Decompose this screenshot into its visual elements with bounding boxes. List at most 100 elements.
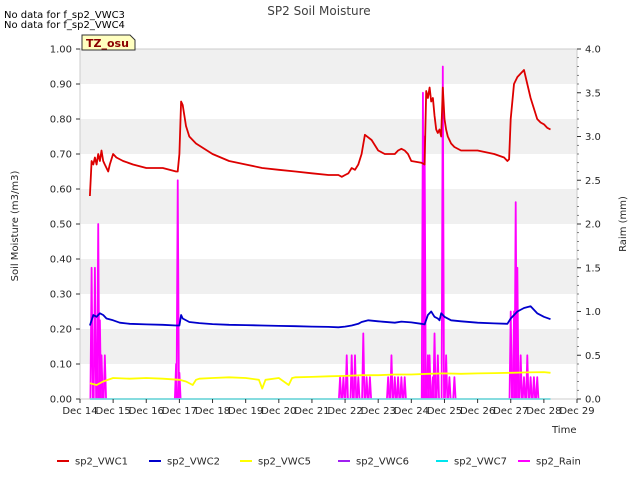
sp2-rain-spike [515,266,520,400]
y2-tick-label: 3.5 [585,88,601,99]
sp2-rain-spike [452,376,457,400]
y2-tick-label: 2.0 [585,220,601,231]
chart-title: SP2 Soil Moisture [267,4,370,18]
x-tick-label: Dec 21 [294,406,329,417]
sp2-rain-spike [402,376,407,400]
y2-axis-title: Raim (mm) [618,196,629,252]
y-tick-label: 0.70 [50,150,72,161]
x-tick-label: Dec 23 [361,406,396,417]
sp2-rain-spike [89,266,94,400]
y-tick-label: 0.60 [50,185,72,196]
sp2-vwc5-line [89,371,551,390]
sp2-rain-spike [367,376,373,400]
legend-label-sp2-vwc2: sp2_VWC2 [167,457,220,468]
sp2-rain-spike [341,376,346,400]
series-layer [89,65,551,400]
x-tick-label: Dec 26 [460,406,495,417]
grid-band [80,329,577,364]
sp2-rain-spike [518,354,523,400]
sp2-rain-spike [528,376,533,400]
sp2-rain-spike [344,354,349,400]
sp2-rain-spike [352,354,358,400]
sp2-rain-spike [177,371,182,400]
y2-tick-label: 1.5 [585,263,601,274]
y2-tick-label: 3.0 [585,132,601,143]
sp2-rain-spike [92,266,98,400]
grid-band [80,259,577,294]
y-tick-label: 0.10 [50,360,72,371]
x-tick-label: Dec 18 [195,406,230,417]
y2-tick-label: 4.0 [585,45,601,56]
x-tick-label: Dec 25 [427,406,462,417]
y2-tick-label: 1.0 [585,307,601,318]
right-axis: 0.0 0.5 1.0 1.5 2.0 2.5 3.0 3.5 4.0 [577,45,601,406]
x-tick-label: Dec 15 [96,406,131,417]
sp2-rain-spike [521,376,527,400]
y-axis-title: Soil Moisture (m3/m3) [10,171,21,282]
no-data-note-1: No data for f_sp2_VWC3 [4,10,125,21]
y-tick-label: 0.20 [50,325,72,336]
x-tick-label: Dec 24 [394,406,429,417]
grid-band [80,189,577,224]
sp2-rain-spike [444,354,449,400]
x-tick-label: Dec 17 [162,406,197,417]
sp2-rain-spike [389,354,394,400]
sp2-rain-spike [102,354,107,400]
sp2-rain-spike [427,354,432,400]
x-axis-title: Time [551,425,576,436]
sp2-vwc1-line [89,69,551,197]
legend-label-sp2-vwc5: sp2_VWC5 [258,457,311,468]
x-tick-label: Dec 20 [261,406,296,417]
background-bands [80,49,577,399]
sp2-rain-spike [395,376,401,400]
x-tick-label: Dec 28 [526,406,561,417]
grid-band [80,119,577,154]
sp2-rain-spike [99,354,104,400]
site-badge: TZ_osu [81,34,136,51]
sp2-rain-spike [435,354,440,400]
x-tick-label: Dec 19 [228,406,263,417]
sp2-rain-spike [447,376,452,400]
y2-tick-label: 0.5 [585,351,601,362]
sp2-rain-spike [386,376,391,400]
legend: sp2_VWC1 sp2_VWC2 sp2_VWC5 sp2_VWC6 sp2_VWC7… [57,457,581,468]
badge-background [81,34,136,51]
x-tick-label: Dec 14 [62,406,97,417]
grid-band [80,49,577,84]
x-tick-label: Dec 29 [559,406,594,417]
left-axis: 0.00 0.10 0.20 0.30 0.40 0.50 0.60 0.70 0.80 0.90… [50,45,80,406]
y2-tick-label: 0.0 [585,395,601,406]
legend-label-sp2-vwc1: sp2_VWC1 [75,457,128,468]
x-tick-label: Dec 27 [493,406,528,417]
sp2-rain-spike [361,332,366,400]
sp2-rain-spike [508,310,513,400]
sp2-rain-spike [392,376,397,400]
y2-tick-label: 2.5 [585,176,601,187]
y-tick-label: 0.00 [50,395,72,406]
y-tick-label: 0.40 [50,255,72,266]
x-tick-label: Dec 16 [129,406,164,417]
legend-label-sp2-vwc7: sp2_VWC7 [454,457,507,468]
legend-label-sp2-rain: sp2_Rain [536,457,581,468]
y-tick-label: 0.50 [50,220,72,231]
sp2-rain-spike [531,376,537,400]
y-tick-label: 0.30 [50,290,72,301]
sp2-rain-spike [349,354,354,400]
sp2-rain-spike [432,332,437,400]
y-tick-label: 1.00 [50,45,72,56]
no-data-note-2: No data for f_sp2_VWC4 [4,20,125,31]
sp2-rain-spike [399,376,404,400]
badge-label: TZ_osu [86,37,129,50]
sp2-rain-spike [356,376,361,400]
y-tick-label: 0.80 [50,115,72,126]
sp2-rain-spike [364,376,369,400]
x-tick-label: Dec 22 [327,406,362,417]
sp2-vwc2-line [89,305,551,329]
sp2-rain-spike [440,65,445,400]
sp2-rain-spike [525,354,530,400]
sp2-rain-spike [337,376,343,400]
legend-label-sp2-vwc6: sp2_VWC6 [356,457,409,468]
